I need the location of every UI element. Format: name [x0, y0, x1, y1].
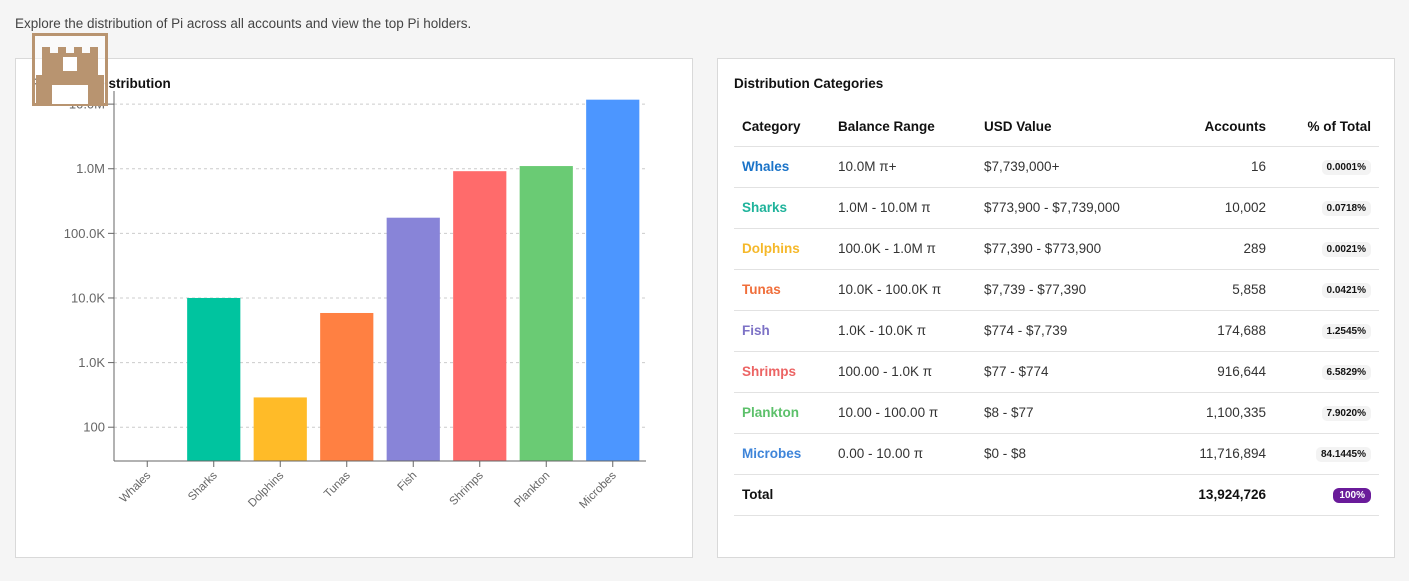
row-category: Plankton [734, 392, 830, 434]
row-category: Microbes [734, 433, 830, 475]
header-usd-value: USD Value [976, 108, 1146, 147]
total-empty-usd [976, 474, 1146, 516]
bar-sharks[interactable] [187, 297, 241, 461]
table-row: Whales 10.0M π+ $7,739,000+ 16 0.0001% [734, 146, 1379, 188]
y-tick-label: 1.0M [76, 161, 105, 176]
row-accounts: 1,100,335 [1146, 392, 1277, 434]
total-pct-cell: 100% [1277, 474, 1379, 516]
row-accounts: 174,688 [1146, 310, 1277, 352]
bar-shrimps[interactable] [453, 171, 507, 461]
row-accounts: 10,002 [1146, 187, 1277, 229]
table-row: Microbes 0.00 - 10.00 π $0 - $8 11,716,894 8… [734, 433, 1379, 475]
holder-distribution-chart: 1001.0K10.0K100.0K1.0M10.0MWhalesSharksD… [64, 91, 646, 511]
row-category: Dolphins [734, 228, 830, 270]
bar-dolphins[interactable] [253, 397, 307, 461]
row-pct-badge: 84.1445% [1315, 447, 1371, 462]
row-accounts: 11,716,894 [1146, 433, 1277, 475]
row-category: Shrimps [734, 351, 830, 393]
row-pct-cell: 6.5829% [1277, 351, 1379, 393]
row-category: Tunas [734, 269, 830, 311]
table-total-row: Total 13,924,726 100% [734, 474, 1379, 516]
y-tick-label: 100.0K [64, 226, 106, 241]
row-pct-cell: 0.0421% [1277, 269, 1379, 311]
row-usd-value: $7,739,000+ [976, 146, 1146, 188]
row-pct-badge: 0.0421% [1321, 283, 1371, 298]
table-row: Shrimps 100.00 - 1.0K π $77 - $774 916,644 6… [734, 351, 1379, 393]
row-pct-badge: 0.0001% [1321, 160, 1371, 175]
row-usd-value: $77 - $774 [976, 351, 1146, 393]
total-empty-range [830, 474, 976, 516]
row-accounts: 5,858 [1146, 269, 1277, 311]
table-row: Dolphins 100.0K - 1.0M π $77,390 - $773,90… [734, 228, 1379, 270]
x-tick-label: Whales [118, 469, 154, 505]
x-tick-label: Plankton [512, 470, 552, 510]
row-balance-range: 1.0K - 10.0K π [830, 310, 976, 352]
row-accounts: 916,644 [1146, 351, 1277, 393]
header-pct-total: % of Total [1277, 108, 1379, 147]
row-category: Sharks [734, 187, 830, 229]
row-balance-range: 100.0K - 1.0M π [830, 228, 976, 270]
row-balance-range: 0.00 - 10.00 π [830, 433, 976, 475]
page-intro-text: Explore the distribution of Pi across al… [15, 16, 472, 31]
row-category: Fish [734, 310, 830, 352]
categories-table: Category Balance Range USD Value Account… [734, 108, 1379, 516]
row-balance-range: 1.0M - 10.0M π [830, 187, 976, 229]
x-tick-label: Tunas [322, 469, 353, 500]
row-usd-value: $77,390 - $773,900 [976, 228, 1146, 270]
chart-card: Pi Holder Distribution 1001.0K10.0K100.0… [15, 58, 693, 558]
bar-fish[interactable] [386, 217, 440, 461]
table-row: Tunas 10.0K - 100.0K π $7,739 - $77,390 5,8… [734, 269, 1379, 311]
total-accounts: 13,924,726 [1146, 474, 1277, 516]
bar-microbes[interactable] [586, 99, 640, 461]
row-pct-cell: 0.0001% [1277, 146, 1379, 188]
header-category: Category [734, 108, 830, 147]
row-balance-range: 10.0K - 100.0K π [830, 269, 976, 311]
y-tick-label: 10.0K [71, 290, 105, 305]
row-pct-badge: 0.0718% [1321, 201, 1371, 216]
y-tick-label: 1.0K [78, 355, 105, 370]
x-tick-label: Sharks [186, 469, 220, 503]
total-label: Total [734, 474, 830, 516]
row-pct-cell: 0.0718% [1277, 187, 1379, 229]
row-pct-badge: 7.9020% [1321, 406, 1371, 421]
header-accounts: Accounts [1146, 108, 1277, 147]
table-row: Plankton 10.00 - 100.00 π $8 - $77 1,100,33… [734, 392, 1379, 434]
x-tick-label: Microbes [577, 469, 619, 511]
y-tick-label: 100 [83, 420, 105, 435]
row-pct-badge: 1.2545% [1321, 324, 1371, 339]
x-tick-label: Dolphins [246, 469, 286, 509]
row-pct-cell: 1.2545% [1277, 310, 1379, 352]
bar-plankton[interactable] [519, 166, 573, 461]
row-usd-value: $774 - $7,739 [976, 310, 1146, 352]
categories-title: Distribution Categories [734, 76, 884, 91]
row-balance-range: 100.00 - 1.0K π [830, 351, 976, 393]
total-pct-badge: 100% [1333, 488, 1371, 503]
bar-tunas[interactable] [320, 312, 374, 461]
row-category: Whales [734, 146, 830, 188]
row-pct-cell: 0.0021% [1277, 228, 1379, 270]
x-tick-label: Fish [396, 470, 420, 494]
row-pct-cell: 84.1445% [1277, 433, 1379, 475]
row-balance-range: 10.00 - 100.00 π [830, 392, 976, 434]
row-pct-badge: 6.5829% [1321, 365, 1371, 380]
row-pct-badge: 0.0021% [1321, 242, 1371, 257]
table-header-row: Category Balance Range USD Value Account… [734, 108, 1379, 147]
categories-card: Distribution Categories Category Balance… [717, 58, 1395, 558]
row-accounts: 16 [1146, 146, 1277, 188]
table-row: Fish 1.0K - 10.0K π $774 - $7,739 174,688 1.… [734, 310, 1379, 352]
row-usd-value: $8 - $77 [976, 392, 1146, 434]
row-accounts: 289 [1146, 228, 1277, 270]
row-pct-cell: 7.9020% [1277, 392, 1379, 434]
castle-tower-logo-icon [32, 33, 108, 106]
table-row: Sharks 1.0M - 10.0M π $773,900 - $7,739,00… [734, 187, 1379, 229]
row-balance-range: 10.0M π+ [830, 146, 976, 188]
header-balance-range: Balance Range [830, 108, 976, 147]
x-tick-label: Shrimps [448, 469, 486, 507]
row-usd-value: $773,900 - $7,739,000 [976, 187, 1146, 229]
row-usd-value: $0 - $8 [976, 433, 1146, 475]
row-usd-value: $7,739 - $77,390 [976, 269, 1146, 311]
